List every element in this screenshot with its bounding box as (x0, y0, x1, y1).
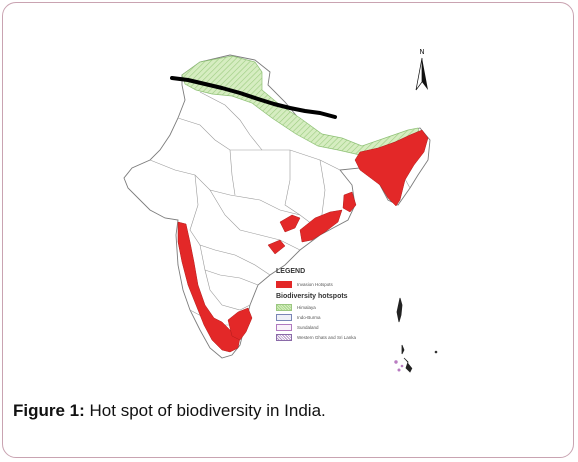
legend-swatch-sundaland (276, 323, 292, 331)
andaman-islands (396, 297, 413, 373)
legend-swatch-indo-burma (276, 313, 292, 321)
invasion-hotspots (177, 129, 429, 353)
state-boundaries (149, 91, 421, 326)
legend-item-western-ghats: Western Ghats and Sri Lanka (276, 332, 396, 342)
hotspot-bengal (342, 191, 357, 213)
hotspot-east-2 (299, 209, 343, 243)
legend-label-indo-burma: Indo-Burma (297, 314, 321, 320)
legend-swatch-himalaya (276, 303, 292, 311)
legend-swatch-western-ghats (276, 333, 292, 341)
legend-item-indo-burma: Indo-Burma (276, 312, 396, 322)
hotspot-south-east (227, 307, 253, 341)
caption-label: Figure 1: (13, 401, 85, 420)
north-arrow-icon (415, 57, 428, 91)
legend-subtitle: Biodiversity hotspots (276, 293, 348, 300)
map-legend: LEGEND Invasion Hotspots Biodiversity ho… (276, 268, 396, 342)
hotspot-northeast (354, 129, 429, 207)
hotspot-east-3 (267, 239, 286, 255)
caption-text: Hot spot of biodiversity in India. (84, 401, 326, 420)
hotspot-east-1 (279, 214, 301, 233)
island-dot (434, 350, 438, 354)
hotspot-western-ghats (177, 221, 241, 353)
north-label: N (419, 48, 425, 56)
legend-label-sundaland: Sundaland (297, 324, 319, 330)
legend-label-western-ghats: Western Ghats and Sri Lanka (297, 334, 356, 340)
legend-item-sundaland: Sundaland (276, 322, 396, 332)
boundary-line (170, 76, 337, 119)
nicobar-islands (394, 360, 404, 372)
legend-label-himalaya: Himalaya (297, 304, 316, 310)
figure-caption: Figure 1: Hot spot of biodiversity in In… (13, 401, 326, 421)
legend-title: LEGEND (276, 268, 306, 275)
legend-item-invasion: Invasion Hotspots (276, 279, 396, 289)
north-arrow: N (410, 48, 434, 96)
legend-label-invasion: Invasion Hotspots (297, 281, 333, 287)
legend-swatch-invasion (276, 280, 292, 288)
legend-item-himalaya: Himalaya (276, 302, 396, 312)
